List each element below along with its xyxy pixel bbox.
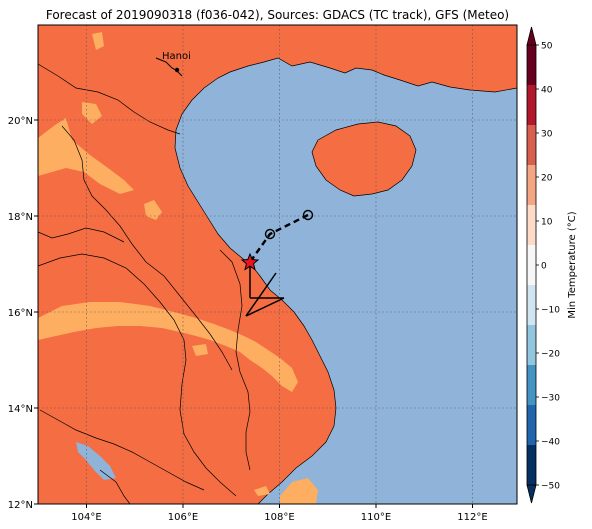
track-point-marker — [264, 228, 276, 240]
colorbar-label: Min Temperature (°C) — [567, 211, 578, 318]
hainan-island — [311, 121, 417, 197]
colorbar-top-arrow — [526, 26, 537, 46]
mild-zone — [92, 32, 104, 50]
mild-zone — [82, 102, 102, 124]
colorbar-bottom-arrow — [526, 484, 537, 504]
mainland — [38, 25, 517, 504]
axis-ticks — [34, 119, 473, 508]
colorbar-band — [527, 245, 536, 286]
lat-tick-label: 20°N — [8, 116, 33, 127]
colorbar-band — [527, 405, 536, 446]
colorbar-tick-label: 0 — [541, 262, 547, 272]
colorbar-tick-label: 50 — [541, 42, 553, 52]
country-borders — [38, 63, 251, 504]
mild-zone — [254, 486, 270, 496]
hanoi-marker — [174, 67, 180, 73]
forecast-track — [249, 213, 309, 263]
colorbar-tick-label: −30 — [541, 394, 560, 404]
mild-zone — [280, 478, 318, 504]
map-area: Hanoi — [38, 25, 517, 504]
track-point-marker — [302, 209, 314, 221]
mild-zone — [38, 118, 134, 194]
cool-zone — [76, 442, 116, 480]
lon-tick-label: 108°E — [264, 512, 294, 523]
red-river — [155, 57, 183, 77]
colorbar-tick-label: 20 — [541, 174, 553, 184]
mild-zone — [38, 302, 298, 392]
colorbar-band — [527, 165, 536, 206]
colorbar-tick-label: −40 — [541, 438, 560, 448]
lon-tick-label: 104°E — [71, 512, 101, 523]
lat-tick-label: 16°N — [8, 308, 33, 319]
lat-tick-label: 18°N — [8, 212, 33, 223]
colorbar-tick-label: 10 — [541, 218, 553, 228]
storm-position-star — [240, 252, 260, 271]
colorbar-band — [527, 365, 536, 406]
lat-tick-label: 14°N — [8, 404, 33, 415]
colorbar: 50 40 30 20 10 0 −10 −20 −30 −40 −50 Min Temperatu… — [526, 26, 578, 504]
lat-tick-label: 12°N — [8, 500, 33, 511]
colorbar-tick-label: −50 — [541, 482, 560, 492]
lon-tick-label: 110°E — [361, 512, 391, 523]
colorbar-band — [527, 285, 536, 326]
mild-zone — [192, 344, 208, 356]
colorbar-band — [527, 45, 536, 86]
colorbar-band — [527, 325, 536, 366]
colorbar-band — [527, 85, 536, 126]
colorbar-band — [527, 125, 536, 166]
colorbar-tick-label: −10 — [541, 306, 560, 316]
wind-radius-lines — [245, 262, 285, 317]
map-frame — [37, 24, 518, 505]
mild-zone — [144, 200, 162, 220]
colorbar-band — [527, 445, 536, 486]
lon-tick-label: 112°E — [457, 512, 487, 523]
colorbar-bands — [527, 45, 536, 486]
colorbar-tick-label: 30 — [541, 130, 553, 140]
map-title: Forecast of 2019090318 (f036-042), Sourc… — [45, 8, 510, 22]
colorbar-band — [527, 205, 536, 246]
hanoi-label: Hanoi — [162, 51, 191, 62]
colorbar-tick-label: −20 — [541, 350, 560, 360]
lon-tick-label: 106°E — [168, 512, 198, 523]
colorbar-tick-label: 40 — [541, 86, 553, 96]
colorbar-ticks: 50 40 30 20 10 0 −10 −20 −30 −40 −50 — [536, 42, 560, 492]
